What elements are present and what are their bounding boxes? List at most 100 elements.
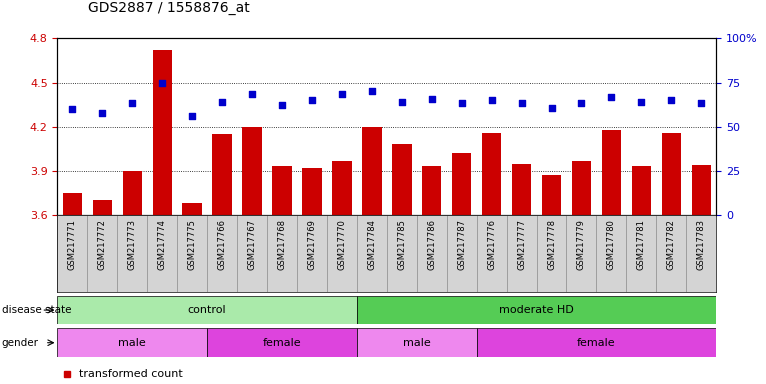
FancyBboxPatch shape bbox=[57, 328, 207, 357]
Point bbox=[396, 99, 408, 105]
Point bbox=[486, 97, 498, 103]
Bar bbox=[93, 200, 112, 215]
Text: GSM217780: GSM217780 bbox=[607, 219, 616, 270]
Text: male: male bbox=[119, 338, 146, 348]
Point bbox=[246, 91, 258, 98]
FancyBboxPatch shape bbox=[387, 215, 417, 292]
Point bbox=[306, 97, 318, 103]
Text: GSM217787: GSM217787 bbox=[457, 219, 466, 270]
FancyBboxPatch shape bbox=[447, 215, 476, 292]
Bar bbox=[692, 165, 711, 215]
FancyBboxPatch shape bbox=[656, 215, 686, 292]
Text: GSM217785: GSM217785 bbox=[398, 219, 406, 270]
FancyBboxPatch shape bbox=[357, 328, 476, 357]
Text: disease state: disease state bbox=[2, 305, 71, 315]
Bar bbox=[392, 144, 411, 215]
FancyBboxPatch shape bbox=[117, 215, 147, 292]
Bar bbox=[303, 168, 322, 215]
Text: transformed count: transformed count bbox=[79, 369, 182, 379]
FancyBboxPatch shape bbox=[57, 296, 357, 324]
FancyBboxPatch shape bbox=[357, 215, 387, 292]
FancyBboxPatch shape bbox=[536, 215, 567, 292]
Bar bbox=[662, 132, 681, 215]
Point bbox=[426, 96, 438, 102]
Text: gender: gender bbox=[2, 338, 38, 348]
Bar bbox=[571, 161, 591, 215]
Point bbox=[365, 88, 378, 94]
Text: GSM217771: GSM217771 bbox=[68, 219, 77, 270]
Point bbox=[545, 104, 558, 111]
Bar bbox=[601, 130, 621, 215]
Bar bbox=[362, 127, 381, 215]
Point bbox=[516, 100, 528, 106]
Bar bbox=[422, 166, 441, 215]
Text: GDS2887 / 1558876_at: GDS2887 / 1558876_at bbox=[88, 2, 250, 15]
Bar bbox=[152, 50, 172, 215]
Text: GSM217783: GSM217783 bbox=[697, 219, 705, 270]
Point bbox=[635, 99, 647, 105]
FancyBboxPatch shape bbox=[57, 215, 87, 292]
Bar bbox=[332, 161, 352, 215]
FancyBboxPatch shape bbox=[627, 215, 656, 292]
Text: GSM217786: GSM217786 bbox=[427, 219, 437, 270]
FancyBboxPatch shape bbox=[177, 215, 207, 292]
Text: GSM217778: GSM217778 bbox=[547, 219, 556, 270]
Text: female: female bbox=[577, 338, 616, 348]
Text: GSM217784: GSM217784 bbox=[368, 219, 376, 270]
Bar bbox=[452, 153, 471, 215]
Point bbox=[665, 97, 677, 103]
FancyBboxPatch shape bbox=[87, 215, 117, 292]
Bar bbox=[272, 166, 292, 215]
Point bbox=[456, 100, 468, 106]
FancyBboxPatch shape bbox=[506, 215, 536, 292]
Point bbox=[575, 100, 588, 106]
Point bbox=[336, 91, 348, 98]
FancyBboxPatch shape bbox=[297, 215, 327, 292]
Point bbox=[156, 79, 169, 86]
Text: GSM217779: GSM217779 bbox=[577, 219, 586, 270]
Text: female: female bbox=[263, 338, 301, 348]
Text: GSM217772: GSM217772 bbox=[98, 219, 107, 270]
Text: GSM217777: GSM217777 bbox=[517, 219, 526, 270]
Bar bbox=[242, 127, 262, 215]
FancyBboxPatch shape bbox=[327, 215, 357, 292]
Text: control: control bbox=[188, 305, 227, 315]
Bar bbox=[212, 134, 232, 215]
Text: male: male bbox=[403, 338, 430, 348]
Point bbox=[126, 100, 139, 106]
FancyBboxPatch shape bbox=[476, 328, 716, 357]
Point bbox=[695, 100, 707, 106]
FancyBboxPatch shape bbox=[567, 215, 597, 292]
Text: GSM217773: GSM217773 bbox=[128, 219, 137, 270]
Text: GSM217776: GSM217776 bbox=[487, 219, 496, 270]
Text: GSM217768: GSM217768 bbox=[277, 219, 286, 270]
Bar bbox=[542, 175, 561, 215]
FancyBboxPatch shape bbox=[597, 215, 627, 292]
Point bbox=[216, 99, 228, 105]
Text: GSM217769: GSM217769 bbox=[307, 219, 316, 270]
Bar bbox=[63, 193, 82, 215]
Point bbox=[97, 111, 109, 117]
Text: GSM217770: GSM217770 bbox=[337, 219, 346, 270]
Bar bbox=[632, 166, 651, 215]
Text: GSM217767: GSM217767 bbox=[247, 219, 257, 270]
Text: GSM217775: GSM217775 bbox=[188, 219, 197, 270]
Bar bbox=[182, 203, 202, 215]
Text: moderate HD: moderate HD bbox=[499, 305, 574, 315]
Point bbox=[605, 94, 617, 100]
Point bbox=[276, 101, 288, 108]
Point bbox=[186, 113, 198, 119]
Point bbox=[67, 106, 79, 112]
FancyBboxPatch shape bbox=[267, 215, 297, 292]
FancyBboxPatch shape bbox=[417, 215, 447, 292]
FancyBboxPatch shape bbox=[357, 296, 716, 324]
Bar bbox=[482, 132, 502, 215]
Text: GSM217781: GSM217781 bbox=[637, 219, 646, 270]
FancyBboxPatch shape bbox=[207, 215, 237, 292]
Text: GSM217774: GSM217774 bbox=[158, 219, 167, 270]
Bar bbox=[123, 171, 142, 215]
FancyBboxPatch shape bbox=[147, 215, 177, 292]
FancyBboxPatch shape bbox=[476, 215, 506, 292]
FancyBboxPatch shape bbox=[686, 215, 716, 292]
Bar bbox=[512, 164, 532, 215]
